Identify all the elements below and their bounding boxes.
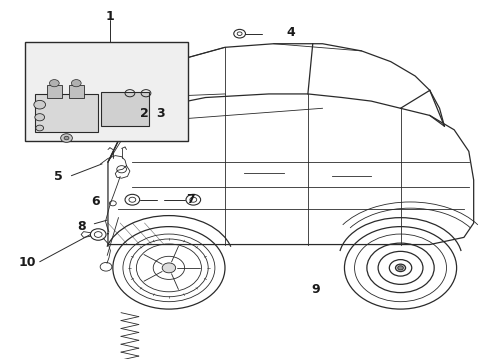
Text: 3: 3 bbox=[156, 107, 164, 120]
Text: 4: 4 bbox=[286, 27, 295, 40]
Text: 10: 10 bbox=[19, 256, 36, 269]
Circle shape bbox=[34, 100, 45, 109]
Bar bbox=[69, 85, 83, 98]
Circle shape bbox=[49, 80, 59, 87]
Bar bbox=[25, 42, 188, 140]
Bar bbox=[101, 92, 149, 126]
Text: 6: 6 bbox=[91, 195, 100, 208]
Circle shape bbox=[71, 80, 81, 87]
Text: 9: 9 bbox=[310, 283, 319, 296]
Text: 8: 8 bbox=[77, 220, 85, 233]
Text: 2: 2 bbox=[140, 107, 149, 120]
Circle shape bbox=[397, 266, 403, 270]
Circle shape bbox=[61, 134, 72, 142]
Circle shape bbox=[162, 263, 175, 273]
Circle shape bbox=[64, 136, 69, 140]
Text: 7: 7 bbox=[186, 193, 195, 206]
Circle shape bbox=[35, 114, 44, 121]
Circle shape bbox=[395, 264, 405, 271]
Text: 1: 1 bbox=[106, 10, 115, 23]
Bar bbox=[47, 85, 61, 98]
Text: 5: 5 bbox=[54, 170, 62, 183]
Bar bbox=[35, 94, 98, 132]
Circle shape bbox=[36, 125, 43, 131]
